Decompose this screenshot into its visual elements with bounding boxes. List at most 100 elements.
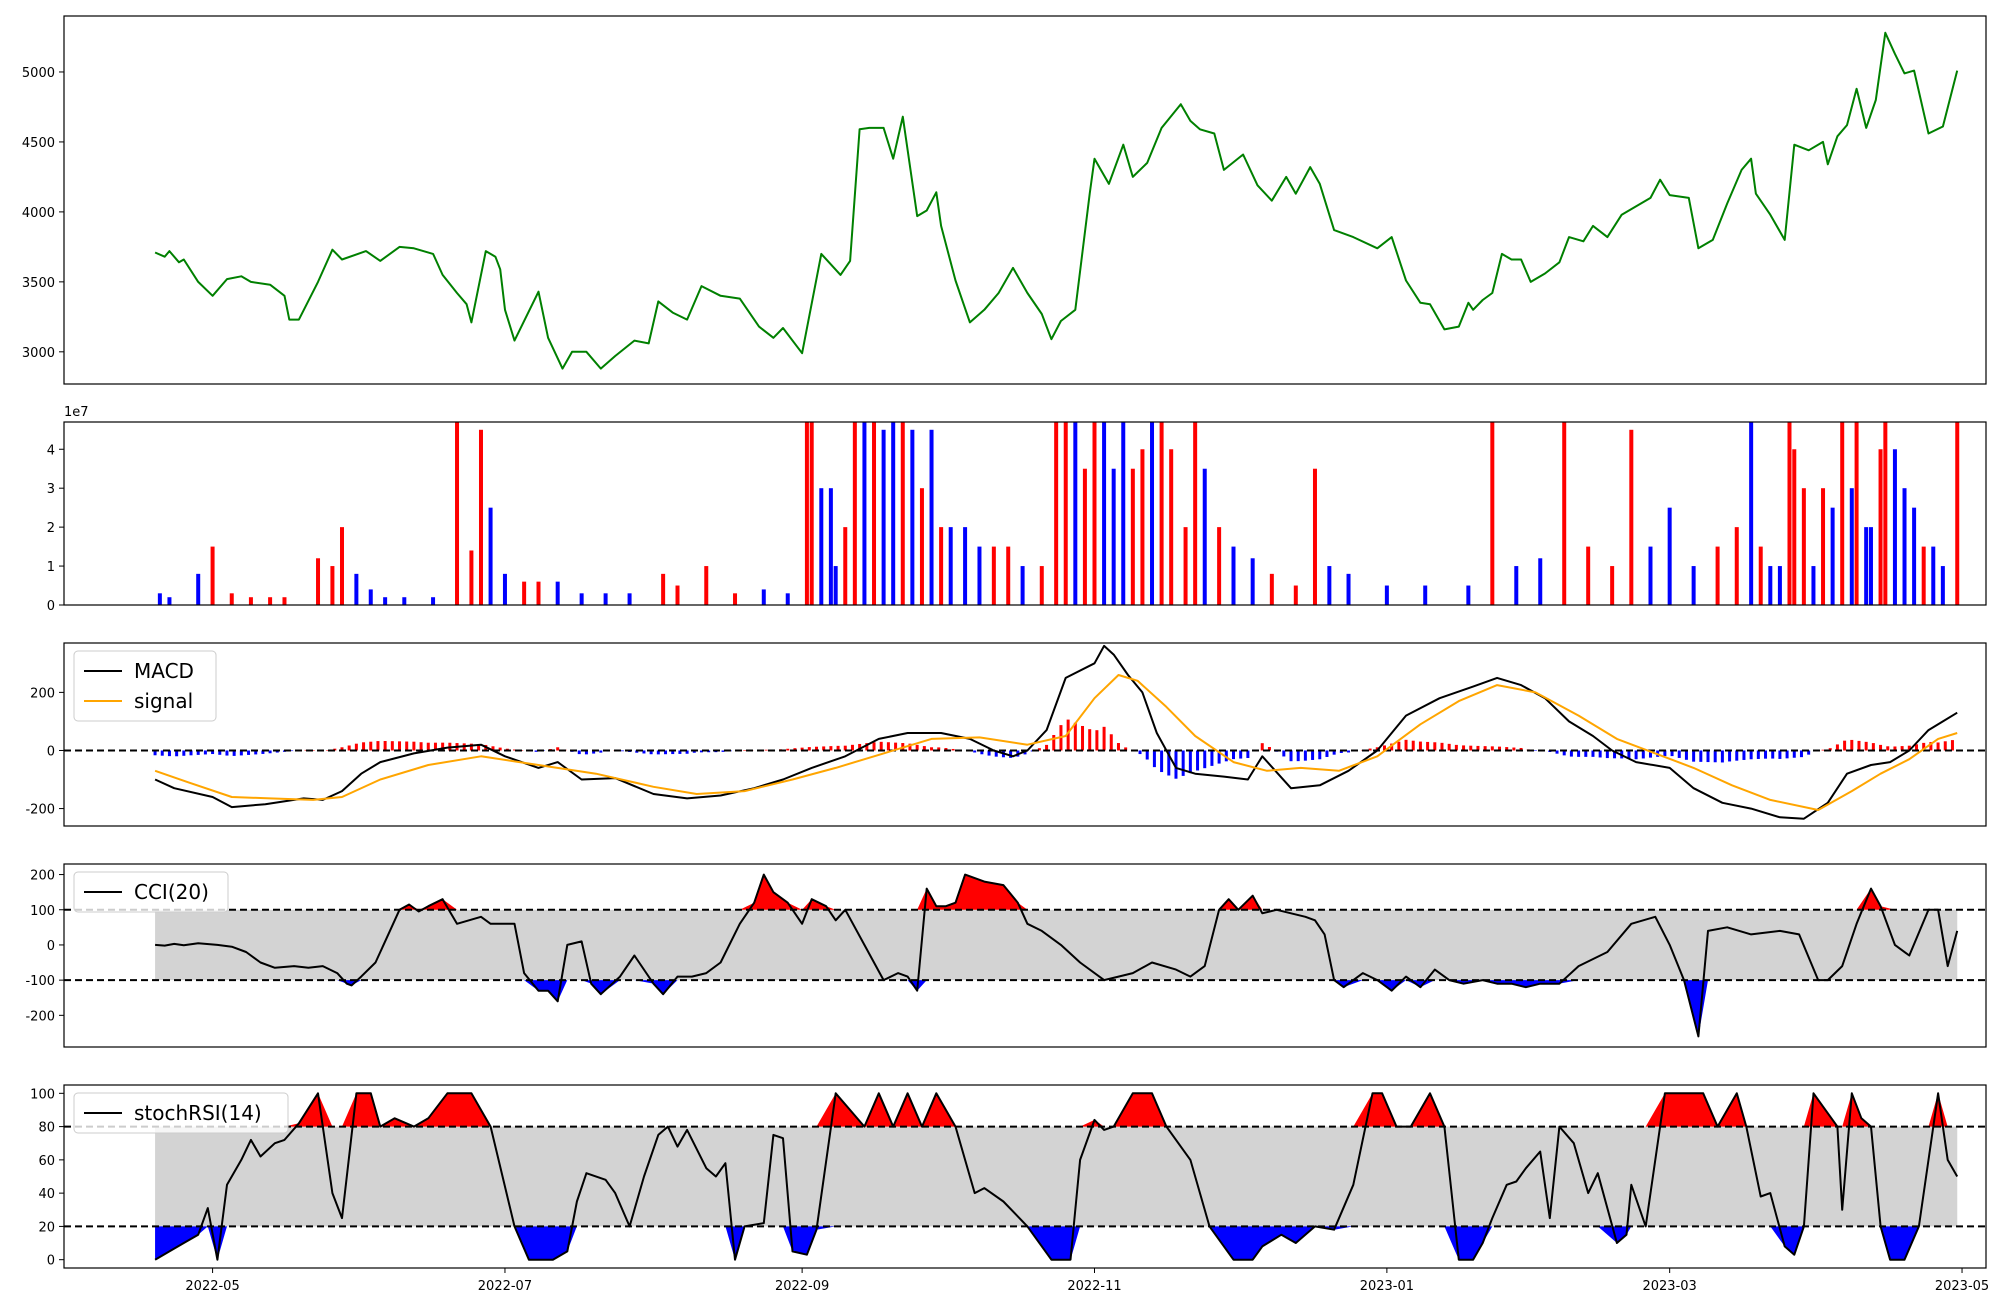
macd-histogram-bar bbox=[1332, 750, 1336, 755]
macd-histogram-bar bbox=[1476, 745, 1480, 751]
macd-histogram-bar bbox=[1052, 734, 1056, 751]
macd-histogram-bar bbox=[218, 750, 222, 755]
volume-bar bbox=[1902, 488, 1907, 605]
x-tick-label: 2022-11 bbox=[1067, 1279, 1121, 1294]
volume-bar bbox=[1912, 507, 1917, 605]
volume-bar bbox=[761, 589, 766, 605]
macd-histogram-bar bbox=[1591, 750, 1595, 757]
y-tick-label: 0 bbox=[47, 939, 55, 954]
macd-histogram-bar bbox=[1893, 746, 1897, 751]
volume-bar bbox=[1183, 527, 1188, 605]
macd-histogram-bar bbox=[1634, 750, 1638, 760]
y-tick-label: 40 bbox=[38, 1187, 55, 1202]
macd-histogram-bar bbox=[973, 750, 977, 753]
macd-histogram-bar bbox=[1613, 750, 1617, 759]
volume-bar bbox=[488, 507, 493, 605]
volume-bar bbox=[1020, 566, 1025, 605]
volume-bar bbox=[268, 597, 273, 605]
macd-histogram-bar bbox=[599, 750, 603, 753]
y-tick-label: 200 bbox=[30, 869, 55, 884]
volume-bar bbox=[536, 581, 541, 605]
volume-bar bbox=[872, 422, 877, 605]
volume-bar bbox=[157, 593, 162, 605]
volume-bar bbox=[1130, 468, 1135, 605]
macd-histogram-bar bbox=[1469, 745, 1473, 751]
volume-bar bbox=[1849, 488, 1854, 605]
macd-histogram-bar bbox=[1217, 750, 1221, 764]
macd-histogram-bar bbox=[678, 750, 682, 754]
panel-macd: -200 0 200 MACD signal bbox=[25, 642, 1987, 827]
macd-histogram-bar bbox=[362, 742, 366, 751]
macd-histogram-bar bbox=[491, 746, 495, 751]
volume-bar bbox=[891, 422, 896, 605]
volume-bar bbox=[977, 546, 982, 605]
volume-bar bbox=[919, 488, 924, 605]
macd-histogram-bar bbox=[1231, 750, 1235, 760]
macd-histogram-bar bbox=[1670, 750, 1674, 757]
macd-histogram-bar bbox=[850, 744, 854, 751]
volume-bar bbox=[1864, 527, 1869, 605]
macd-histogram-bar bbox=[1239, 750, 1243, 759]
macd-histogram-bar bbox=[786, 748, 790, 751]
macd-histogram-bar bbox=[1282, 750, 1286, 757]
volume-bar bbox=[1801, 488, 1806, 605]
macd-histogram-bar bbox=[743, 750, 747, 751]
y-tick-label: 3 bbox=[47, 482, 55, 497]
macd-histogram-bar bbox=[347, 745, 351, 751]
x-tick-label: 2022-07 bbox=[478, 1279, 532, 1294]
macd-histogram-bar bbox=[1095, 730, 1099, 751]
volume-bar bbox=[1811, 566, 1816, 605]
macd-histogram-bar bbox=[1843, 740, 1847, 751]
series-line-signal bbox=[154, 674, 1958, 811]
macd-histogram-bar bbox=[592, 750, 596, 754]
macd-histogram-bar bbox=[1440, 742, 1444, 751]
macd-histogram-bar bbox=[1145, 750, 1149, 760]
x-tick-label: 2023-05 bbox=[1935, 1279, 1989, 1294]
macd-histogram-bar bbox=[937, 747, 941, 751]
volume-bar bbox=[1140, 449, 1145, 605]
macd-histogram-bar bbox=[261, 750, 265, 754]
volume-bar bbox=[809, 422, 814, 605]
macd-histogram-bar bbox=[930, 747, 934, 751]
macd-histogram-bar bbox=[1160, 750, 1164, 773]
series-line bbox=[154, 31, 1959, 370]
macd-histogram-bar bbox=[160, 750, 164, 756]
volume-bar bbox=[1111, 468, 1116, 605]
volume-bar bbox=[1940, 566, 1945, 605]
macd-histogram-bar bbox=[944, 748, 948, 751]
volume-bar bbox=[991, 546, 996, 605]
volume-bar bbox=[1538, 558, 1543, 605]
macd-histogram-bar bbox=[275, 750, 279, 753]
macd-histogram-bar bbox=[664, 750, 668, 755]
volume-bar bbox=[675, 585, 680, 605]
series-line-stochrsi-14- bbox=[154, 1092, 1959, 1261]
y-tick-label: 4 bbox=[47, 443, 55, 458]
macd-histogram-bar bbox=[1311, 750, 1315, 760]
macd-histogram-bar bbox=[1109, 734, 1113, 751]
volume-bar bbox=[469, 550, 474, 605]
macd-histogram-bar bbox=[1821, 749, 1825, 751]
volume-bar bbox=[478, 429, 483, 605]
macd-histogram-bar bbox=[1720, 750, 1724, 763]
macd-histogram-bar bbox=[642, 750, 646, 754]
macd-histogram-bar bbox=[1713, 750, 1717, 763]
macd-histogram-bar bbox=[1483, 746, 1487, 751]
macd-histogram-bar bbox=[1569, 750, 1573, 757]
x-tick-label: 2022-05 bbox=[185, 1279, 239, 1294]
volume-bar bbox=[1121, 422, 1126, 605]
macd-histogram-bar bbox=[556, 747, 560, 751]
macd-histogram-bar bbox=[441, 742, 445, 751]
macd-histogram-bar bbox=[951, 748, 955, 751]
macd-histogram-bar bbox=[1533, 750, 1537, 751]
x-tick-label: 2023-03 bbox=[1642, 1279, 1696, 1294]
plot-area bbox=[154, 31, 1959, 370]
volume-bar bbox=[1346, 573, 1351, 605]
volume-bar bbox=[339, 527, 344, 605]
volume-bar bbox=[1840, 422, 1845, 605]
volume-bar bbox=[196, 573, 201, 605]
macd-histogram-bar bbox=[225, 750, 229, 756]
macd-histogram-bar bbox=[1404, 739, 1408, 751]
macd-histogram-bar bbox=[1663, 750, 1667, 757]
macd-histogram-bar bbox=[1799, 750, 1803, 758]
y-tick-label: 5000 bbox=[22, 66, 55, 81]
